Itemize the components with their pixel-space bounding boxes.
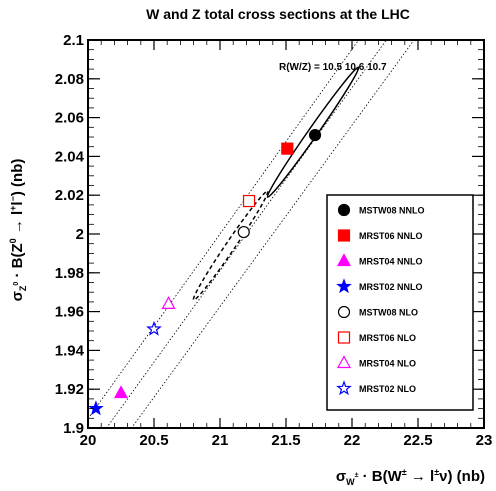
legend-label-mrst04-nlo: MRST04 NLO [359, 359, 416, 369]
marker-mrst02-nlo [146, 320, 162, 336]
x-tick-label: 21.5 [271, 432, 300, 449]
legend-label-mstw08-nnlo: MSTW08 NNLO [359, 206, 425, 216]
y-tick-label: 2.04 [55, 148, 85, 165]
legend-label-mstw08-nlo: MSTW08 NLO [359, 308, 418, 318]
y-tick-label: 1.9 [63, 420, 84, 437]
legend: MSTW08 NNLO MRST06 NNLO MRST04 NNLO MRST02 … [326, 194, 474, 411]
legend-label-mrst02-nlo: MRST02 NLO [359, 384, 416, 394]
ratio-line [131, 40, 415, 428]
x-tick-label: 20.5 [139, 432, 168, 449]
data-markers [88, 128, 322, 416]
legend-marker-mrst04-nlo [336, 355, 352, 369]
legend-marker-mrst04-nnlo [336, 253, 352, 267]
x-tick-label: 23 [476, 432, 493, 449]
legend-label-mrst04-nnlo: MRST04 NNLO [359, 257, 423, 267]
marker-mrst06-nlo [242, 194, 256, 208]
y-tick-label: 1.94 [55, 342, 85, 359]
x-tick-label: 22 [344, 432, 361, 449]
legend-label-mrst02-nnlo: MRST02 NNLO [359, 282, 423, 292]
y-tick-label: 1.92 [55, 381, 84, 398]
legend-marker-mrst06-nnlo [337, 229, 351, 242]
x-tick-label: 21 [212, 432, 229, 449]
legend-marker-mrst06-nlo [337, 331, 351, 344]
legend-marker-mrst02-nlo [336, 380, 352, 396]
chart-title: W and Z total cross sections at the LHC [146, 6, 410, 22]
dashed-ellipse [192, 190, 269, 301]
y-tick-label: 2 [76, 226, 84, 243]
legend-marker-mstw08-nnlo [337, 203, 351, 217]
y-tick-label: 2.08 [55, 71, 84, 88]
y-tick-label: 2.06 [55, 110, 84, 127]
y-axis: 1.9 1.92 1.94 1.96 1.98 2 2.02 2.04 2.06 2.08 2.1 [55, 32, 484, 437]
legend-label-mrst06-nnlo: MRST06 NNLO [359, 231, 423, 241]
marker-mrst04-nlo [161, 296, 176, 309]
y-tick-label: 1.96 [55, 304, 84, 321]
legend-box [326, 194, 474, 411]
y-tick-label: 1.98 [55, 265, 84, 282]
y-tick-label: 2.02 [55, 187, 84, 204]
x-axis: 20 20.5 21 21.5 22 22.5 23 [80, 40, 493, 449]
x-tick-label: 22.5 [403, 432, 432, 449]
marker-mrst02-nnlo [88, 400, 104, 416]
x-axis-label: σW± · B(W± → l±ν) (nb) [336, 467, 485, 487]
ratio-line [105, 40, 387, 428]
legend-marker-mstw08-nlo [337, 305, 351, 319]
legend-marker-mrst02-nnlo [336, 278, 352, 294]
ratio-line [88, 40, 360, 419]
y-axis-label: σZ0 · B(Z0 → l+l−) (nb) [8, 159, 28, 302]
marker-mstw08-nnlo [308, 128, 322, 142]
marker-mrst06-nnlo [281, 142, 294, 155]
x-tick-label: 20 [80, 432, 97, 449]
ratio-label: R(W/Z) = 10.5 10.6 10.7 [279, 62, 387, 73]
marker-mrst04-nnlo [113, 385, 129, 399]
marker-mstw08-nlo [237, 225, 250, 239]
ratio-lines [88, 40, 415, 428]
y-tick-label: 2.1 [63, 32, 84, 49]
legend-label-mrst06-nlo: MRST06 NLO [359, 333, 416, 343]
